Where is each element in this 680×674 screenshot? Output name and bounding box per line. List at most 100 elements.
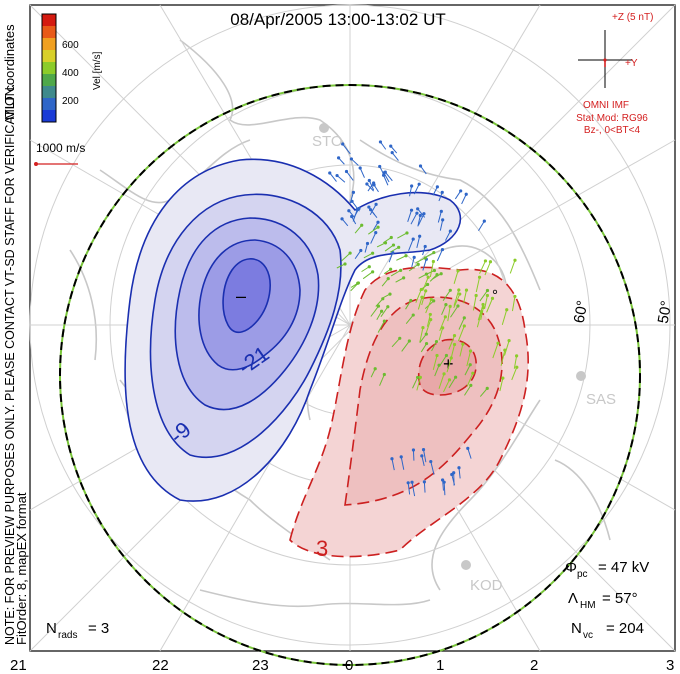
velocity-vector-origin [389, 144, 393, 148]
velocity-vector-origin [374, 231, 378, 235]
velocity-vector-origin [441, 478, 445, 482]
velocity-vector [405, 300, 412, 310]
velocity-vector [424, 252, 435, 258]
imf-model-line2: Stat Mod: RG96 [576, 113, 648, 124]
cbar-swatch [42, 50, 56, 63]
velocity-vector-origin [343, 262, 347, 266]
mlt-tick-2: 2 [530, 657, 538, 674]
velocity-vector [472, 295, 477, 311]
mlt-tick-1: 1 [436, 657, 444, 674]
velocity-vector-origin [453, 375, 458, 379]
velocity-vector-origin [373, 367, 377, 371]
velocity-vector-origin [419, 287, 423, 292]
velocity-vector-origin [415, 211, 419, 215]
velocity-vector [509, 260, 516, 274]
velocity-vector-origin [374, 202, 378, 206]
velocity-vector [499, 378, 504, 392]
velocity-vector [434, 364, 440, 377]
velocity-vector [458, 467, 461, 479]
imf-model-line3: Bz-, 0<BT<4 [584, 125, 641, 136]
velocity-vector-origin [513, 258, 517, 262]
svg-text:KOD: KOD [470, 577, 503, 594]
velocity-vector [463, 290, 467, 304]
velocity-vector-origin [431, 259, 435, 264]
cbar-swatch [42, 14, 56, 27]
velocity-vector [400, 456, 405, 470]
velocity-vector-origin [477, 275, 482, 279]
pos-max-marker: + [443, 354, 454, 374]
velocity-vector-origin [360, 223, 364, 227]
velocity-vector-origin [371, 251, 375, 255]
svg-text:SAS: SAS [586, 391, 616, 408]
cbar-tick-400: 400 [62, 68, 79, 79]
velocity-vector [432, 355, 438, 371]
velocity-vector [461, 194, 467, 205]
velocity-vector [329, 172, 337, 182]
negative-cell: – -21 -9 [124, 158, 462, 502]
velocity-vector [382, 237, 392, 244]
velocity-vector [459, 343, 464, 357]
velocity-vector-origin [505, 308, 509, 312]
velocity-vector [430, 461, 435, 475]
velocity-vector-origin [456, 269, 460, 273]
velocity-vector-origin [410, 184, 414, 188]
velocity-vector-origin [418, 213, 422, 218]
velocity-vector [448, 335, 455, 350]
mlt-axis: 21 22 23 0 1 2 3 [10, 657, 674, 674]
lat-label-60: 60° [571, 299, 592, 324]
velocity-vector [479, 260, 486, 274]
mlt-tick-0: 0 [345, 657, 353, 674]
cbar-swatch [42, 86, 56, 99]
svg-text:Φ: Φ [565, 559, 577, 576]
velocity-vector [363, 252, 373, 259]
velocity-vector [475, 277, 481, 293]
velocity-vector [408, 238, 414, 252]
velocity-vector [439, 219, 444, 231]
velocity-vector-origin [441, 218, 445, 222]
velocity-vector-origin [448, 304, 452, 308]
velocity-vector-origin [376, 304, 381, 308]
velocity-vector-origin [483, 259, 488, 263]
velocity-vector [370, 232, 377, 244]
velocity-vector [416, 236, 421, 249]
velocity-vector [466, 350, 471, 367]
velocity-vector [354, 250, 362, 260]
svg-text:1000 m/s: 1000 m/s [36, 141, 85, 155]
velocity-vector-origin [404, 254, 408, 258]
velocity-vector-origin [424, 332, 428, 336]
velocity-vector-origin [367, 265, 371, 269]
velocity-vector-origin [349, 157, 354, 161]
velocity-vector [421, 290, 427, 306]
velocity-vector [391, 458, 395, 471]
velocity-vector [420, 165, 427, 175]
color-bar: 600 400 200 Vel [m/s] [41, 13, 103, 123]
station-sto: STO [312, 123, 343, 150]
velocity-vector [479, 290, 488, 302]
velocity-vector-origin [340, 217, 344, 221]
velocity-vector-origin [515, 365, 519, 369]
svg-text:Λ: Λ [568, 590, 578, 607]
pos-contour-15 [418, 338, 477, 396]
verification-note: NOTE: FOR PREVIEW PURPOSES ONLY. PLEASE … [3, 84, 17, 645]
velocity-vector-origin [452, 334, 457, 338]
velocity-vector [457, 325, 465, 342]
velocity-vector-origin [356, 281, 361, 285]
velocity-vector [422, 259, 427, 271]
velocity-vector-origin [381, 173, 386, 177]
velocity-vector-origin [513, 294, 517, 299]
velocity-vector [383, 175, 389, 186]
velocity-vector [341, 252, 351, 262]
velocity-vector-origin [365, 241, 370, 246]
velocity-vector-origin [458, 292, 462, 296]
velocity-vector [445, 230, 451, 241]
svg-text:= 57°: = 57° [602, 590, 638, 607]
velocity-vector-origin [481, 302, 485, 307]
velocity-vector [412, 377, 419, 389]
velocity-vector-origin [389, 267, 393, 271]
velocity-vector [421, 455, 425, 466]
velocity-vector [458, 317, 465, 330]
velocity-vector [438, 327, 444, 341]
velocity-vector-origin [351, 190, 356, 194]
velocity-vector-origin [442, 372, 446, 376]
velocity-vector-origin [398, 336, 402, 340]
